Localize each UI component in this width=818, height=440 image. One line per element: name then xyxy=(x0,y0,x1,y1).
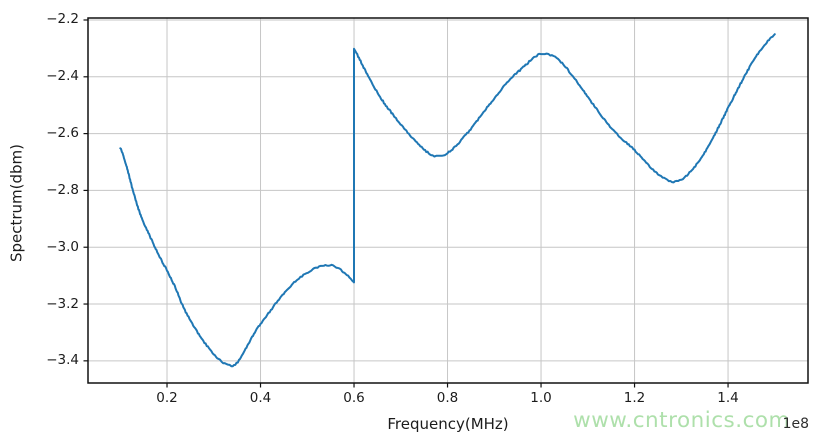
y-tick-label: −3.0 xyxy=(46,238,79,255)
x-tick-label: 0.4 xyxy=(249,390,272,406)
x-tick-label: 0.2 xyxy=(156,390,178,406)
x-axis-label: Frequency(MHz) xyxy=(387,415,509,433)
x-tick-label: 1.4 xyxy=(717,390,739,406)
watermark-text: www.cntronics.com xyxy=(573,408,790,433)
spectrum-line xyxy=(119,33,776,368)
y-tick-label: −3.2 xyxy=(46,295,79,312)
y-tick-label: −3.4 xyxy=(46,352,79,369)
y-tick-label: −2.2 xyxy=(46,11,79,28)
y-tick-label: −2.6 xyxy=(46,125,79,142)
x-tick-label: 0.8 xyxy=(436,390,459,406)
y-tick-label: −2.4 xyxy=(46,68,79,85)
y-axis-label: Spectrum(dbm) xyxy=(7,143,26,263)
x-tick-label: 1.0 xyxy=(530,390,552,406)
x-axis-offset-text: 1e8 xyxy=(782,416,809,432)
x-tick-label: 1.2 xyxy=(623,390,646,406)
y-tick-label: −2.8 xyxy=(46,181,79,198)
x-tick-label: 0.6 xyxy=(343,390,365,406)
